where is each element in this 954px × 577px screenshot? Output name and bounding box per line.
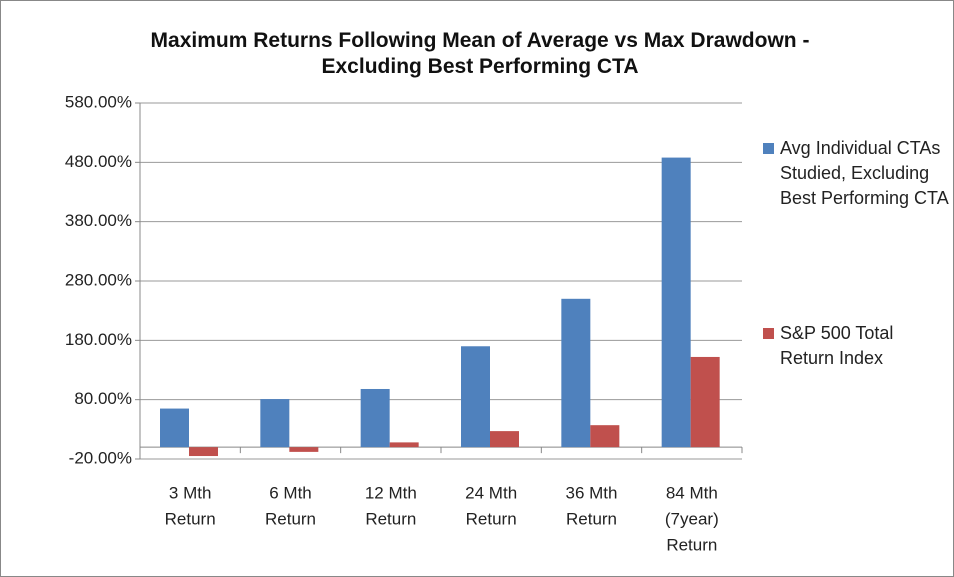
- chart-title: Maximum Returns Following Mean of Averag…: [150, 29, 810, 78]
- bar: [289, 447, 319, 452]
- x-tick-label: 36 Mth: [566, 483, 618, 502]
- bar: [561, 298, 591, 448]
- x-tick-label: 84 Mth: [666, 483, 718, 502]
- y-tick-label: 580.00%: [65, 92, 132, 111]
- legend-swatch: [763, 328, 774, 339]
- x-tick-label: 6 Mth: [269, 483, 312, 502]
- bar: [490, 431, 519, 448]
- bar: [360, 388, 390, 448]
- bar: [389, 442, 419, 448]
- x-tick-label: Return: [566, 509, 617, 528]
- bar: [461, 346, 490, 448]
- y-tick-label: 80.00%: [74, 389, 132, 408]
- x-tick-label: Return: [666, 535, 717, 554]
- bar: [189, 447, 218, 457]
- x-tick-label: Return: [165, 509, 216, 528]
- bar: [160, 408, 189, 448]
- legend-item: S&P 500 Total Return Index: [763, 321, 950, 371]
- y-tick-label: 180.00%: [65, 330, 132, 349]
- x-tick-label: 24 Mth: [465, 483, 517, 502]
- y-tick-label: 480.00%: [65, 152, 132, 171]
- y-tick-label: -20.00%: [69, 448, 132, 467]
- x-tick-label: Return: [365, 509, 416, 528]
- x-tick-label: 12 Mth: [365, 483, 417, 502]
- bar: [260, 399, 290, 448]
- legend-label: S&P 500 Total Return Index: [780, 323, 894, 368]
- legend-label: Avg Individual CTAs Studied, Excluding B…: [780, 138, 949, 208]
- x-tick-label: Return: [466, 509, 517, 528]
- x-tick-label: 3 Mth: [169, 483, 212, 502]
- legend-item: Avg Individual CTAs Studied, Excluding B…: [763, 136, 950, 211]
- bar: [590, 425, 620, 448]
- legend-swatch: [763, 143, 774, 154]
- x-tick-label: Return: [265, 509, 316, 528]
- bar: [661, 157, 691, 448]
- y-tick-label: 380.00%: [65, 211, 132, 230]
- y-tick-label: 280.00%: [65, 270, 132, 289]
- bar: [690, 356, 720, 448]
- x-tick-label: (7year): [665, 509, 719, 528]
